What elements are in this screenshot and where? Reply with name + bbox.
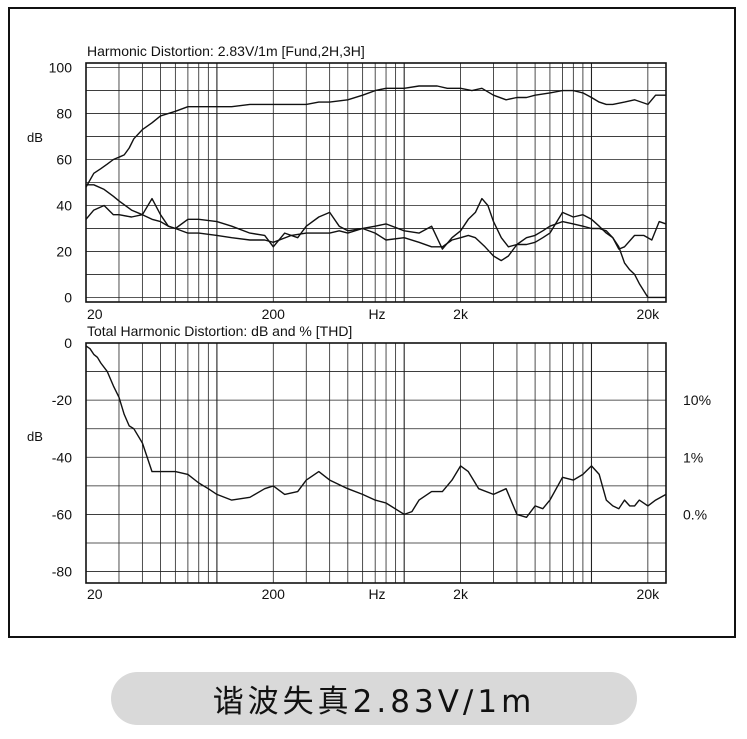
- top-chart-y-ticks: 0 20 40 60 80 100: [49, 60, 73, 306]
- y-tick-label: -80: [52, 564, 72, 580]
- x-tick-label: 20: [87, 306, 103, 322]
- top-chart-ylabel: dB: [27, 130, 43, 145]
- bottom-chart-plot-border: [85, 342, 667, 584]
- x-tick-label: 20k: [637, 586, 661, 602]
- y-tick-label: 0: [64, 289, 72, 305]
- y-tick-label: 80: [56, 106, 72, 122]
- x-tick-label: 200: [262, 586, 286, 602]
- top-chart-title: Harmonic Distortion: 2.83V/1m [Fund,2H,3…: [87, 43, 365, 59]
- x-tick-label: 2k: [453, 306, 469, 322]
- top-chart-plot-border: [85, 62, 667, 303]
- series-line-thd: [85, 345, 667, 518]
- bottom-chart-percent-ticks: 10% 1% 0.%: [683, 392, 711, 522]
- y-tick-label: 0: [64, 335, 72, 351]
- bottom-chart-grid: [85, 342, 666, 583]
- bottom-chart-x-unit: Hz: [368, 586, 385, 602]
- y-tick-label: 60: [56, 152, 72, 168]
- series-line-3h: [86, 184, 666, 299]
- x-tick-label: 2k: [453, 586, 469, 602]
- y-tick-label: 100: [49, 60, 73, 76]
- chart-frame: [8, 7, 736, 638]
- bottom-chart-series: [85, 345, 667, 518]
- bottom-chart-title: Total Harmonic Distortion: dB and % [THD…: [87, 323, 352, 339]
- percent-tick-label: 0.%: [683, 506, 707, 522]
- top-chart-series: [85, 85, 667, 299]
- bottom-chart-y-ticks: 0 -20 -40 -60 -80: [52, 335, 72, 580]
- caption-text: 谐波失真2.83V/1m: [212, 684, 536, 720]
- percent-tick-label: 1%: [683, 449, 703, 465]
- caption-banner: 谐波失真2.83V/1m: [111, 672, 637, 725]
- y-tick-label: -20: [52, 392, 72, 408]
- y-tick-label: 40: [56, 197, 72, 213]
- y-tick-label: -60: [52, 506, 72, 522]
- percent-tick-label: 10%: [683, 392, 711, 408]
- top-chart-x-ticks: 20 200 2k 20k: [87, 306, 660, 322]
- y-tick-label: 20: [56, 243, 72, 259]
- series-line-fund: [85, 85, 666, 188]
- bottom-chart-x-ticks: 20 200 2k 20k: [87, 586, 660, 602]
- x-tick-label: 200: [262, 306, 286, 322]
- thd-chart: Total Harmonic Distortion: dB and % [THD…: [27, 323, 711, 602]
- top-chart-grid: [85, 63, 666, 302]
- bottom-chart-ylabel: dB: [27, 429, 43, 444]
- top-chart-x-unit: Hz: [368, 306, 385, 322]
- harmonic-distortion-chart: Harmonic Distortion: 2.83V/1m [Fund,2H,3…: [27, 43, 667, 322]
- charts-canvas: Harmonic Distortion: 2.83V/1m [Fund,2H,3…: [27, 43, 711, 602]
- x-tick-label: 20: [87, 586, 103, 602]
- x-tick-label: 20k: [637, 306, 661, 322]
- y-tick-label: -40: [52, 449, 72, 465]
- series-line-2h: [85, 197, 667, 250]
